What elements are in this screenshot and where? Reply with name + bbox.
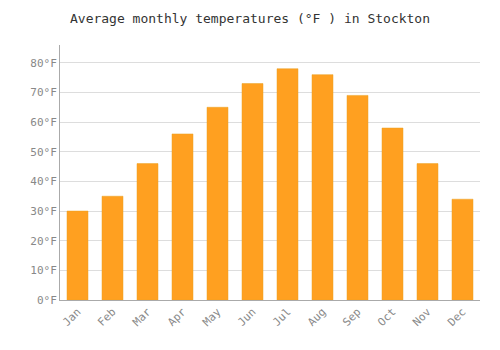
svg-text:0°F: 0°F (37, 294, 57, 307)
svg-text:May: May (200, 305, 224, 329)
svg-text:Oct: Oct (375, 306, 398, 329)
svg-text:80°F: 80°F (30, 57, 57, 70)
svg-text:Feb: Feb (95, 306, 118, 329)
svg-text:Apr: Apr (165, 305, 189, 329)
svg-text:Jun: Jun (235, 306, 258, 329)
svg-text:20°F: 20°F (30, 235, 57, 248)
svg-text:Nov: Nov (410, 305, 434, 329)
svg-text:Jan: Jan (60, 306, 83, 329)
svg-text:Aug: Aug (305, 306, 328, 329)
svg-text:Sep: Sep (340, 306, 363, 329)
svg-text:10°F: 10°F (30, 264, 57, 277)
svg-text:Mar: Mar (130, 305, 154, 329)
svg-text:40°F: 40°F (30, 175, 57, 188)
svg-text:70°F: 70°F (30, 86, 57, 99)
svg-text:Average monthly temperatures (: Average monthly temperatures (°F ) in St… (70, 11, 430, 26)
svg-text:Jul: Jul (270, 306, 293, 329)
svg-text:60°F: 60°F (30, 116, 57, 129)
svg-text:50°F: 50°F (30, 146, 57, 159)
svg-text:30°F: 30°F (30, 205, 57, 218)
svg-text:Dec: Dec (445, 306, 468, 329)
